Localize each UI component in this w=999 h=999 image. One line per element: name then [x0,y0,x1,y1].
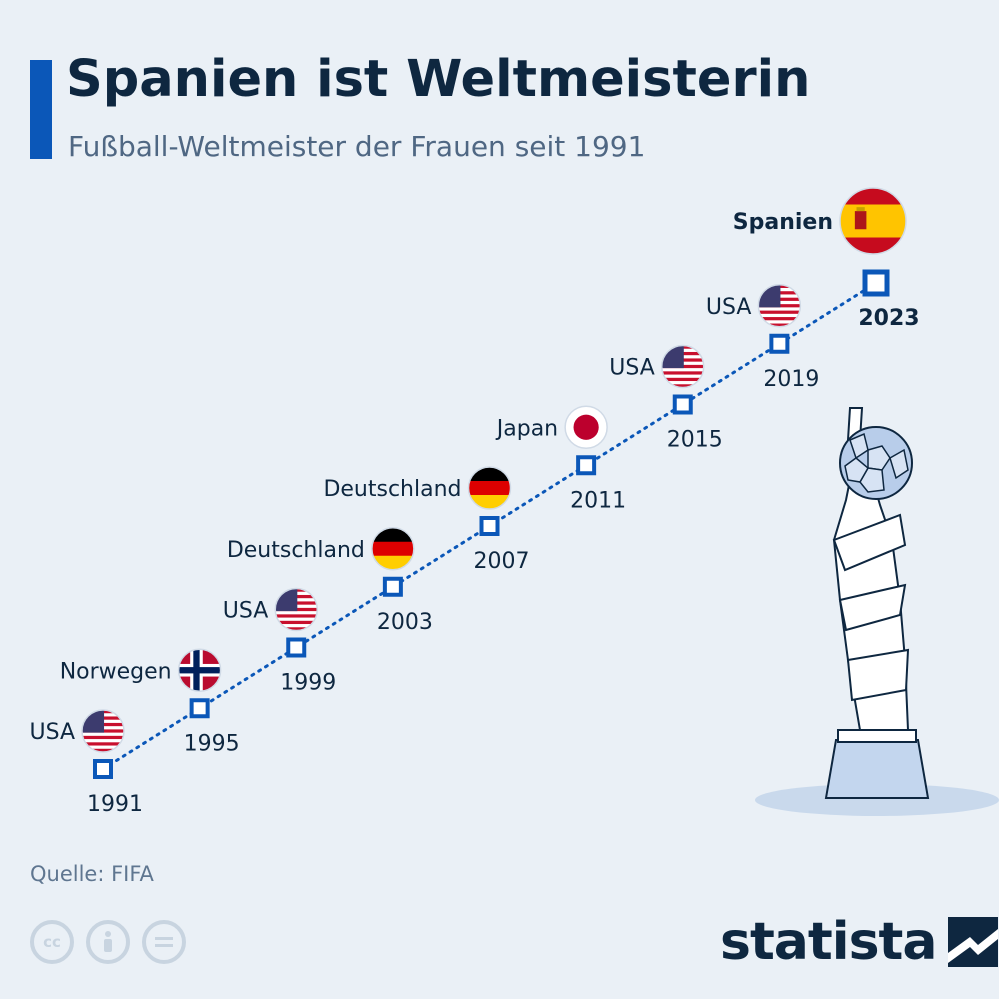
year-label: 2007 [474,549,530,574]
usa-flag-icon [757,284,802,328]
timeline-marker [672,394,693,415]
page-subtitle: Fußball-Weltmeister der Frauen seit 1991 [68,130,646,163]
japan-flag-icon [564,405,608,449]
germany-flag-icon [467,466,512,510]
timeline-marker [382,576,403,597]
winner-label: Deutschland [323,477,461,502]
winner-label: Deutschland [227,538,365,563]
title-accent-bar [30,60,52,159]
winner-label: USA [223,599,269,624]
year-label: 1999 [280,671,336,696]
winner-label: Norwegen [60,659,172,684]
year-label: 2019 [763,367,819,392]
no-derivatives-icon [142,920,186,964]
brand-wordmark: statista [720,912,937,972]
cc-icon: cc [30,920,74,964]
year-label: 2015 [667,428,723,453]
year-label: 1991 [87,792,143,817]
statista-mark-icon [948,917,999,967]
norway-flag-icon [177,648,222,692]
spain-flag-icon [839,187,907,255]
usa-flag-icon [661,344,705,389]
year-label: 2003 [377,610,433,635]
year-label: 2023 [858,306,919,331]
year-label: 1995 [184,731,240,756]
usa-flag-icon [81,709,125,753]
winner-label: USA [609,356,655,381]
winner-label: Japan [495,416,558,441]
page-title: Spanien ist Weltmeisterin [66,50,811,109]
timeline-marker [862,269,890,297]
year-label: 2011 [570,488,626,513]
winner-label: USA [29,720,75,745]
timeline-marker [93,759,113,779]
timeline-marker [189,698,210,719]
timeline-marker [769,333,790,354]
winner-label: USA [706,295,752,320]
source-note: Quelle: FIFA [30,862,154,886]
statista-logo: statista [720,912,999,972]
germany-flag-icon [371,527,415,571]
timeline-marker [286,637,307,658]
winner-label: Spanien [733,210,833,235]
license-icons: cc [30,920,186,964]
usa-flag-icon [274,587,318,632]
timeline-marker [479,516,500,536]
attribution-icon [86,920,130,964]
trophy-illustration [755,407,999,816]
timeline-marker [576,455,597,476]
